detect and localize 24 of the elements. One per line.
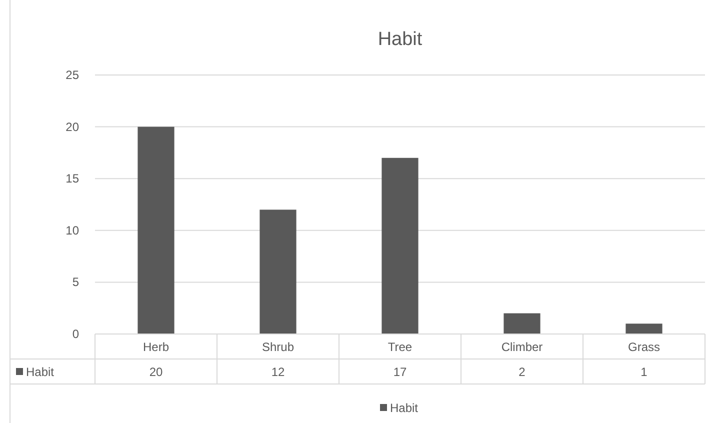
data-label: 2 xyxy=(518,365,526,379)
data-label: 17 xyxy=(393,365,407,379)
chart-title: Habit xyxy=(378,29,423,50)
bar xyxy=(382,158,418,334)
bar xyxy=(626,324,662,334)
data-label: 12 xyxy=(271,365,285,379)
x-tick-label: Shrub xyxy=(262,340,294,354)
data-label: 20 xyxy=(149,365,163,379)
text: Habit xyxy=(26,365,54,379)
x-tick-label: Tree xyxy=(388,340,412,354)
y-tick-label: 20 xyxy=(66,120,80,134)
x-tick-label: Climber xyxy=(501,340,543,354)
bar xyxy=(504,313,540,334)
x-tick-label: Grass xyxy=(628,340,660,354)
x-tick-label: Herb xyxy=(142,340,170,354)
y-tick-label: 5 xyxy=(72,275,80,290)
y-tick-label: 0 xyxy=(72,327,80,341)
data-label: 1 xyxy=(640,365,648,379)
bar xyxy=(260,210,296,334)
y-tick-label: 10 xyxy=(66,223,80,238)
y-tick-label: 25 xyxy=(66,68,80,82)
legend-label: Habit xyxy=(390,401,419,415)
y-tick-label: 15 xyxy=(66,172,80,186)
bar xyxy=(138,126,174,334)
